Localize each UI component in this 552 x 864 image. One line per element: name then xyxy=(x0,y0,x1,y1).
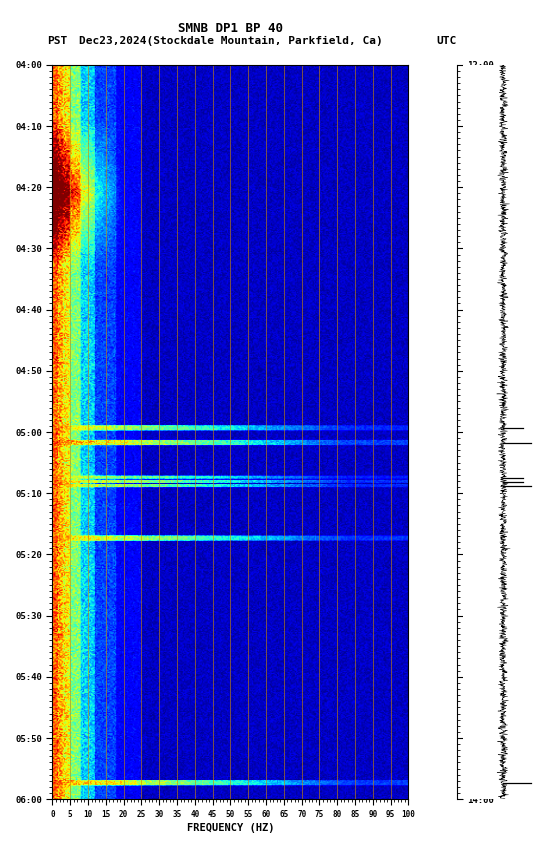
X-axis label: FREQUENCY (HZ): FREQUENCY (HZ) xyxy=(187,823,274,833)
Text: UTC: UTC xyxy=(436,36,457,47)
Text: Dec23,2024(Stockdale Mountain, Parkfield, Ca): Dec23,2024(Stockdale Mountain, Parkfield… xyxy=(78,36,383,47)
Text: PST: PST xyxy=(47,36,67,47)
Text: SMNB DP1 BP 40: SMNB DP1 BP 40 xyxy=(178,22,283,35)
